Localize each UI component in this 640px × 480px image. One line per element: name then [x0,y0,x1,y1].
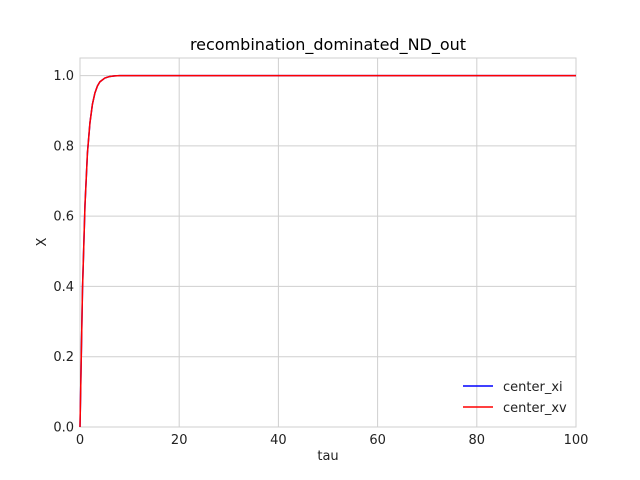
series-layer [79,74,576,428]
x-tick-label: 40 [270,433,287,448]
legend-label: center_xv [503,401,567,416]
x-tick-label: 60 [369,433,386,448]
plot-frame [79,57,577,428]
series-line-center-xv [79,74,576,428]
y-tick-label: 0.4 [53,280,74,295]
grid [79,58,577,428]
x-tick-label: 20 [171,433,188,448]
legend: center_xi center_xv [463,380,567,416]
y-tick-label: 0.8 [53,139,74,154]
x-tick-label: 100 [564,433,589,448]
x-tick-label: 0 [76,433,84,448]
chart-title: recombination_dominated_ND_out [190,35,466,55]
y-tick-label: 1.0 [53,69,74,84]
y-axis-label: X [35,237,50,246]
ticks: 0 20 40 60 80 100 0.0 0.2 0.4 0.6 0.8 1.0 [53,69,588,448]
legend-label: center_xi [503,380,563,395]
y-tick-label: 0.6 [53,210,74,225]
x-axis-label: tau [317,449,338,464]
y-tick-label: 0.2 [53,350,74,365]
y-tick-label: 0.0 [53,421,74,436]
x-tick-label: 80 [469,433,486,448]
